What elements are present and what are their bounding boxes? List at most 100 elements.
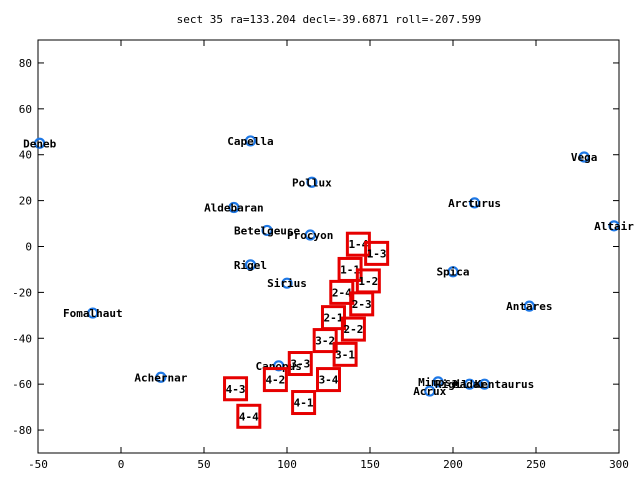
sector-box-label: 3-3 — [290, 358, 310, 371]
star-marker-pollux — [306, 176, 318, 188]
boxes-layer: 1-41-3 1-11-2 2-42-3 2-12-2 3-23-1 3-3 4-2 3-4 4… — [223, 231, 390, 429]
sector-box-1-4: 1-4 — [345, 231, 371, 257]
star-label-arcturus: Arcturus — [448, 197, 501, 210]
y-tick-label: 60 — [19, 103, 32, 116]
star-label-capella: Capella — [227, 135, 273, 148]
star-label-betelgeuse: Betelgeuse — [234, 224, 301, 237]
axes: -50 0 50 100 150 200 250 300 -80 -60 -40 -20 0 20 40 60… — [12, 39, 629, 471]
sector-box-frame — [349, 291, 375, 317]
star-marker-fomalhaut — [87, 307, 99, 319]
sector-box-4-1: 4-1 — [291, 390, 317, 416]
star-label-rigel: Rigel — [234, 259, 267, 272]
y-tick-label: -40 — [12, 332, 32, 345]
sector-box-3-1: 3-1 — [332, 341, 358, 367]
sector-box-4-3: 4-3 — [223, 376, 249, 402]
star-marker-procyon — [304, 229, 316, 241]
y-tick-label: -60 — [12, 378, 32, 391]
sector-box-label: 2-4 — [332, 286, 352, 299]
sector-box-2-3: 2-3 — [349, 291, 375, 317]
sector-box-frame — [316, 367, 341, 393]
chart-title: sect 35 ra=133.204 decl=-39.6871 roll=-2… — [177, 13, 482, 26]
star-marker-canopus — [273, 360, 285, 372]
x-tick-label: 300 — [609, 458, 629, 471]
star-label-procyon: Procyon — [287, 229, 333, 242]
x-tick-label: -50 — [28, 458, 48, 471]
star-marker-mimosa — [432, 376, 444, 388]
star-marker-betelgeuse — [261, 224, 273, 237]
star-marker-spica — [447, 266, 459, 278]
sector-box-label: 4-4 — [239, 410, 259, 423]
star-marker-deneb — [34, 137, 46, 149]
star-label-pollux: Pollux — [292, 176, 332, 189]
sector-box-label: 3-4 — [319, 374, 339, 387]
star-label-altair: Altair — [594, 220, 634, 233]
sector-box-frame — [287, 351, 313, 377]
sector-box-4-2: 4-2 — [262, 367, 288, 393]
star-label-vega: Vega — [571, 151, 598, 164]
star-marker-rigel — [244, 259, 257, 271]
sector-box-label: 1-2 — [358, 275, 378, 288]
star-label-deneb: Deneb — [23, 137, 56, 150]
y-tick-label: 40 — [19, 149, 32, 162]
star-marker-achernar — [155, 371, 167, 383]
star-label-sirius: Sirius — [267, 277, 307, 290]
sector-box-label: 4-1 — [294, 397, 314, 410]
star-marker-acrux — [424, 385, 436, 397]
y-tick-label: 20 — [19, 195, 32, 208]
star-marker-antares — [523, 300, 535, 312]
x-tick-label: 50 — [197, 458, 210, 471]
star-label-rigil-kentaurus: Rigil Kentaurus — [435, 378, 534, 391]
sector-box-frame — [312, 328, 338, 354]
sector-box-label: 4-3 — [226, 383, 246, 396]
y-tick-label: -20 — [12, 286, 32, 299]
sector-box-label: 2-3 — [352, 298, 372, 311]
stars-layer: Deneb Capella Vega Pollux Arcturus Aldebaran A… — [23, 135, 634, 398]
sector-box-label: 4-2 — [265, 374, 285, 387]
star-marker-aldebaran — [228, 201, 240, 214]
sector-box-frame — [223, 376, 249, 402]
sector-box-frame — [332, 341, 358, 367]
sector-box-1-3: 1-3 — [364, 240, 390, 266]
x-tick-label: 200 — [443, 458, 463, 471]
x-tick-label: 100 — [277, 458, 297, 471]
star-marker-arcturus — [468, 197, 481, 209]
sector-box-frame — [340, 316, 366, 342]
star-label-antares: Antares — [506, 300, 552, 313]
sector-box-label: 1-3 — [367, 247, 387, 260]
star-marker-altair — [608, 220, 620, 232]
sector-box-frame — [291, 390, 317, 416]
star-marker-vega — [578, 151, 590, 163]
star-label-fomalhaut: Fomalhaut — [63, 307, 123, 320]
sector-box-label: 3-2 — [315, 335, 335, 348]
star-marker-sirius — [281, 277, 293, 289]
y-tick-label: 80 — [19, 57, 32, 70]
star-label-aldebaran: Aldebaran — [204, 201, 264, 214]
star-label-achernar: Achernar — [134, 371, 187, 384]
star-marker-hadar — [464, 378, 476, 390]
sector-box-label: 2-2 — [343, 323, 363, 336]
star-marker-rigil-kentaurus — [478, 378, 491, 390]
sector-box-2-2: 2-2 — [340, 316, 366, 342]
star-marker-capella — [244, 135, 257, 147]
sector-box-3-2: 3-2 — [312, 328, 338, 354]
x-tick-label: 150 — [360, 458, 380, 471]
star-label-acrux: Acrux — [413, 385, 446, 398]
y-tick-label: -80 — [12, 424, 32, 437]
sector-box-label: 1-1 — [340, 263, 360, 276]
sector-box-frame — [345, 231, 371, 257]
sector-box-label: 1-4 — [348, 238, 368, 251]
star-label-hadar: Hadar — [453, 378, 486, 391]
sector-box-3-4: 3-4 — [316, 367, 341, 393]
sector-box-label: 2-1 — [324, 312, 344, 325]
sector-box-frame — [364, 240, 390, 266]
y-tick-label: 0 — [25, 241, 32, 254]
sector-box-3-3: 3-3 — [287, 351, 313, 377]
x-tick-label: 0 — [118, 458, 125, 471]
sector-box-frame — [262, 367, 288, 393]
sector-box-4-4: 4-4 — [236, 403, 262, 429]
star-label-spica: Spica — [436, 266, 469, 279]
sector-box-label: 3-1 — [335, 348, 355, 361]
x-tick-label: 250 — [526, 458, 546, 471]
